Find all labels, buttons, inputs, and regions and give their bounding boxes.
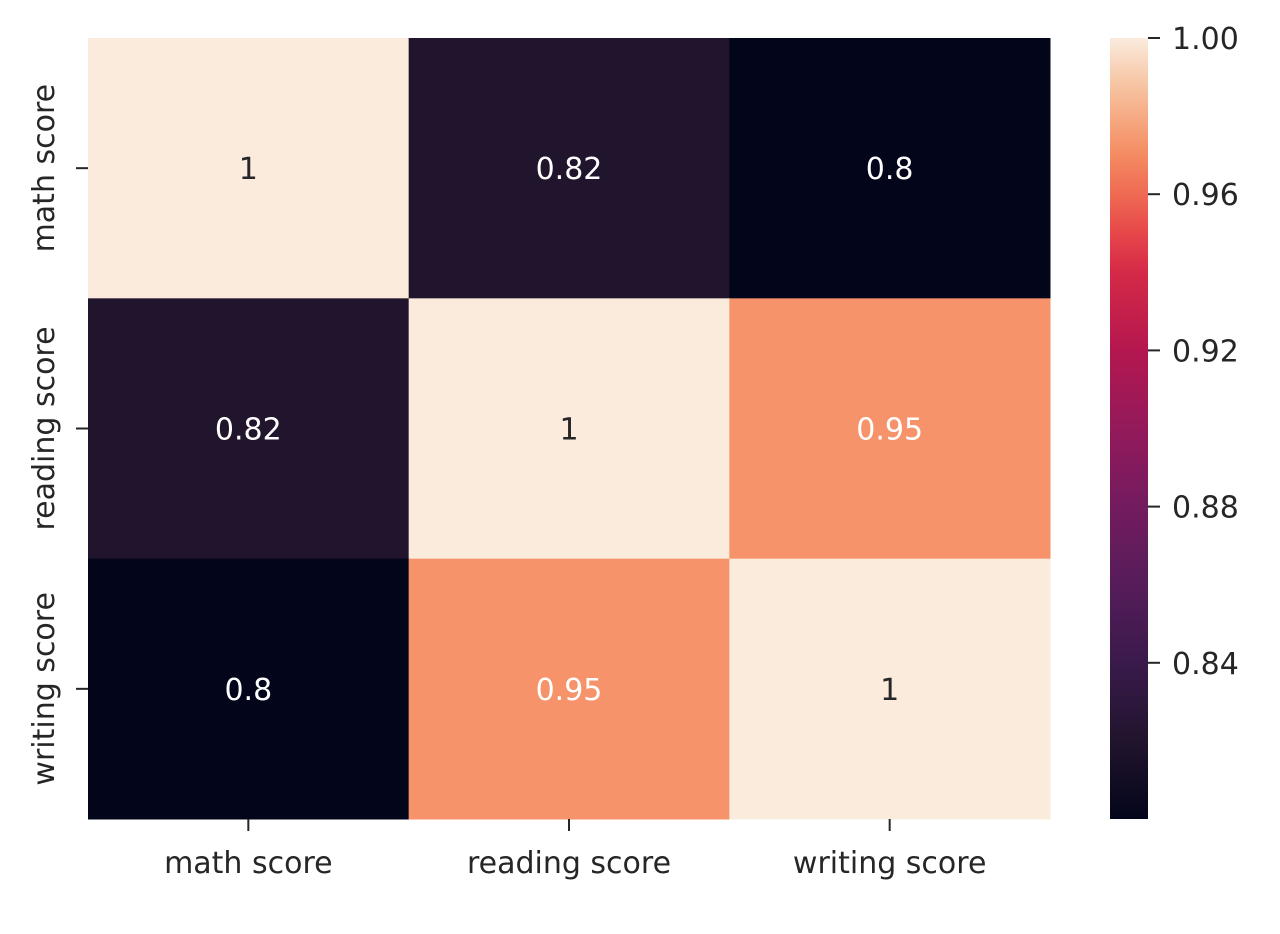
colorbar-tick-label: 0.88 <box>1172 491 1239 526</box>
x-tick-label: reading score <box>467 846 671 881</box>
x-tick-label: writing score <box>793 846 987 881</box>
colorbar-tick-label: 0.92 <box>1172 334 1239 369</box>
y-tick-label: math score <box>27 84 62 253</box>
colorbar-gradient <box>1110 38 1148 819</box>
heatmap-annotations: 1 0.82 0.8 0.82 1 0.95 0.8 0.95 1 <box>215 152 923 708</box>
cell-annotation: 0.8 <box>866 152 914 187</box>
cell-annotation: 0.95 <box>536 673 603 708</box>
cell-annotation: 0.8 <box>224 673 272 708</box>
y-tick-label: writing score <box>27 592 62 786</box>
cell-annotation: 0.95 <box>856 413 923 448</box>
heatmap-cell <box>729 38 1051 299</box>
x-axis: math score reading score writing score <box>164 819 986 881</box>
heatmap-cell <box>88 298 410 560</box>
heatmap-cell <box>88 558 410 820</box>
colorbar: 0.84 0.88 0.92 0.96 1.00 <box>1110 22 1239 819</box>
heatmap-cells <box>88 38 1051 820</box>
cell-annotation: 0.82 <box>536 152 603 187</box>
colorbar-tick-label: 0.96 <box>1172 178 1239 213</box>
heatmap-cell <box>88 38 410 299</box>
cell-annotation: 1 <box>559 413 578 448</box>
colorbar-tick-label: 0.84 <box>1172 647 1239 682</box>
heatmap-cell <box>729 558 1051 820</box>
y-axis: math score reading score writing score <box>27 84 88 786</box>
colorbar-tick-label: 1.00 <box>1172 22 1239 57</box>
heatmap-cell <box>729 298 1051 560</box>
y-tick-label: reading score <box>27 326 62 530</box>
cell-annotation: 0.82 <box>215 413 282 448</box>
cell-annotation: 1 <box>239 152 258 187</box>
heatmap-cell <box>408 298 730 560</box>
x-tick-label: math score <box>164 846 333 881</box>
heatmap-cell <box>408 558 730 820</box>
cell-annotation: 1 <box>880 673 899 708</box>
heatmap-cell <box>408 38 730 299</box>
